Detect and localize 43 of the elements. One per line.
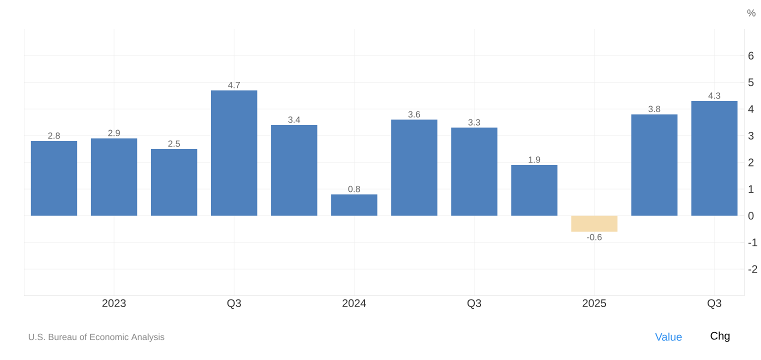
y-tick-label: 6 bbox=[748, 52, 754, 60]
data-label: 4.3 bbox=[708, 92, 720, 99]
data-label: 2.9 bbox=[108, 130, 120, 136]
data-label: 2.8 bbox=[48, 132, 60, 139]
data-label: 3.8 bbox=[648, 106, 660, 112]
bar bbox=[451, 128, 498, 216]
data-label: -0.6 bbox=[587, 234, 602, 240]
x-tick-label: 2025 bbox=[582, 299, 606, 308]
text: Chg bbox=[710, 332, 730, 342]
y-tick-label: 4 bbox=[748, 105, 754, 113]
data-label: 0.8 bbox=[348, 186, 360, 192]
x-tick-label: Q3 bbox=[467, 299, 482, 310]
y-tick-label: 5 bbox=[748, 78, 754, 86]
data-label: 2.5 bbox=[168, 140, 180, 147]
y-tick-label: 2 bbox=[748, 158, 754, 166]
y-tick-label: 1 bbox=[748, 185, 754, 193]
y-tick-label: -1 bbox=[748, 238, 758, 246]
bar bbox=[150, 149, 198, 216]
bar bbox=[90, 138, 138, 216]
x-tick-label: Q3 bbox=[227, 299, 241, 310]
y-axis-title: % bbox=[747, 10, 756, 17]
bar bbox=[30, 141, 78, 216]
bar bbox=[691, 101, 738, 216]
data-label: 4.7 bbox=[228, 82, 240, 88]
y-tick-label: 3 bbox=[748, 132, 754, 140]
data-label: 3.4 bbox=[288, 116, 300, 123]
bar bbox=[511, 165, 558, 216]
data-label: 1.9 bbox=[528, 156, 540, 163]
y-tick-label: -2 bbox=[748, 265, 758, 274]
y-tick-label: 0 bbox=[748, 212, 754, 220]
bar bbox=[631, 114, 678, 216]
bar bbox=[331, 194, 378, 216]
bar bbox=[211, 90, 258, 216]
bar bbox=[571, 216, 618, 232]
data-label: 3.3 bbox=[468, 119, 480, 126]
x-tick-label: 2023 bbox=[102, 299, 126, 308]
x-tick-label: 2024 bbox=[342, 299, 366, 308]
text: Value bbox=[655, 332, 682, 341]
bar bbox=[391, 120, 438, 216]
x-tick-label: Q3 bbox=[708, 299, 722, 310]
bar bbox=[271, 125, 318, 216]
text: U.S. Bureau of Economic Analysis bbox=[28, 334, 164, 342]
data-label: 3.6 bbox=[408, 111, 420, 118]
